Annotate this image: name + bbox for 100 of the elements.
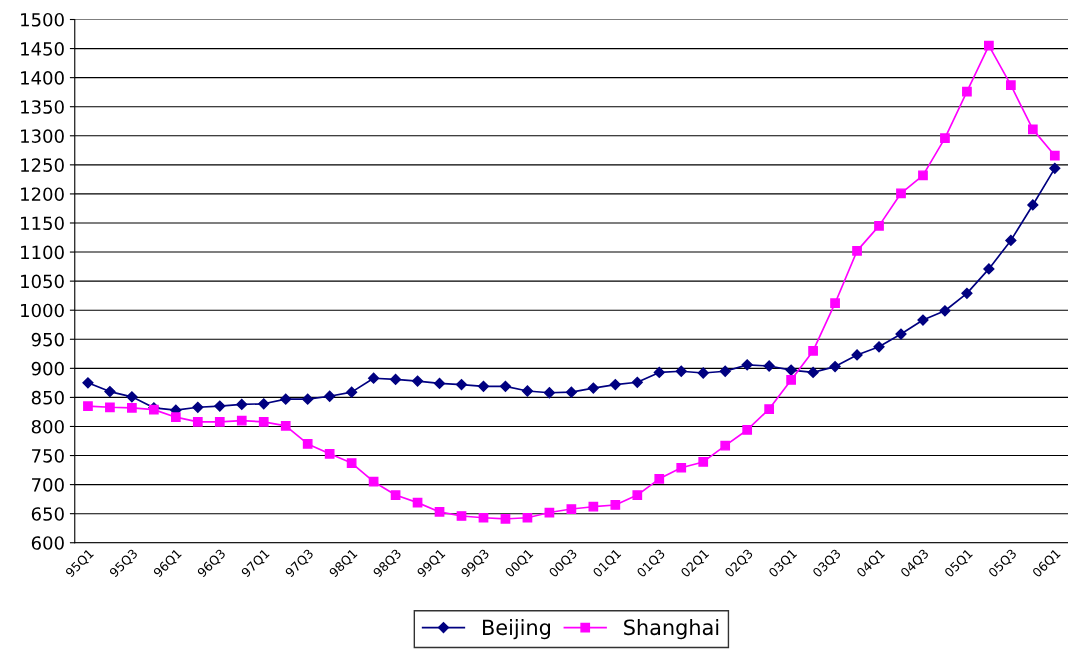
point bbox=[697, 367, 709, 379]
y-tick-label: 1250 bbox=[21, 158, 64, 172]
y-tick-label: 650 bbox=[31, 507, 64, 521]
point bbox=[698, 457, 709, 467]
point bbox=[346, 458, 357, 468]
y-tick-label: 950 bbox=[31, 332, 64, 347]
point bbox=[236, 398, 248, 410]
point bbox=[499, 380, 512, 392]
point bbox=[280, 421, 291, 431]
point bbox=[434, 507, 445, 517]
point bbox=[126, 391, 138, 403]
point bbox=[258, 416, 269, 427]
point bbox=[653, 366, 665, 379]
point bbox=[632, 490, 643, 500]
point bbox=[764, 404, 775, 414]
y-tick-label: 800 bbox=[31, 419, 64, 434]
y-tick-label: 1350 bbox=[21, 100, 64, 114]
point bbox=[852, 246, 862, 256]
point bbox=[983, 263, 995, 275]
point bbox=[433, 377, 446, 390]
point bbox=[609, 379, 621, 391]
point bbox=[742, 425, 753, 435]
y-tick-label: 1400 bbox=[21, 71, 64, 85]
point bbox=[874, 221, 884, 231]
point bbox=[1027, 199, 1039, 211]
point bbox=[104, 385, 116, 398]
point bbox=[214, 416, 225, 427]
point bbox=[543, 387, 556, 399]
point bbox=[763, 360, 775, 372]
legend-label: Shanghai bbox=[624, 619, 719, 640]
point bbox=[587, 382, 599, 394]
point bbox=[786, 375, 796, 385]
point bbox=[654, 473, 665, 484]
y-tick-label: 750 bbox=[32, 449, 64, 463]
point bbox=[631, 376, 643, 388]
point bbox=[741, 359, 753, 371]
point bbox=[1049, 150, 1060, 161]
point bbox=[939, 305, 951, 317]
point bbox=[918, 170, 928, 181]
y-tick-label: 1300 bbox=[21, 129, 64, 143]
point bbox=[719, 365, 731, 377]
point bbox=[411, 375, 424, 387]
y-tick-label: 900 bbox=[31, 361, 64, 376]
point bbox=[808, 346, 818, 356]
point bbox=[1006, 80, 1016, 91]
point bbox=[389, 373, 402, 385]
y-tick-label: 600 bbox=[31, 536, 64, 550]
point bbox=[829, 360, 841, 373]
point bbox=[302, 439, 313, 449]
point bbox=[940, 133, 950, 143]
point bbox=[324, 448, 335, 459]
point bbox=[236, 415, 247, 426]
point bbox=[170, 412, 181, 423]
point bbox=[1049, 162, 1061, 174]
y-tick-label: 1100 bbox=[21, 245, 64, 260]
point bbox=[676, 462, 687, 473]
point bbox=[830, 298, 840, 309]
point bbox=[302, 393, 314, 405]
point bbox=[785, 364, 797, 376]
point bbox=[324, 390, 336, 402]
y-tick-label: 1150 bbox=[21, 216, 64, 231]
point bbox=[720, 440, 731, 451]
point bbox=[127, 403, 137, 413]
point bbox=[896, 188, 906, 199]
point bbox=[962, 86, 972, 97]
point bbox=[280, 393, 292, 405]
point bbox=[873, 341, 885, 353]
point bbox=[807, 366, 819, 379]
point bbox=[1027, 124, 1038, 135]
y-tick-label: 1450 bbox=[21, 42, 64, 56]
point bbox=[214, 400, 226, 412]
point bbox=[456, 511, 467, 521]
point bbox=[83, 401, 93, 411]
point bbox=[258, 398, 270, 410]
point bbox=[82, 377, 94, 389]
point bbox=[192, 401, 204, 413]
point bbox=[610, 500, 621, 510]
point bbox=[455, 379, 468, 391]
point bbox=[105, 402, 115, 413]
point bbox=[522, 512, 533, 523]
point bbox=[588, 501, 599, 512]
point bbox=[500, 514, 511, 524]
point bbox=[565, 386, 577, 398]
point bbox=[675, 365, 687, 377]
y-tick-label: 700 bbox=[32, 478, 64, 492]
point bbox=[961, 287, 973, 299]
y-tick-label: 850 bbox=[31, 390, 64, 405]
point bbox=[521, 385, 534, 397]
point bbox=[478, 512, 489, 523]
y-tick-label: 1000 bbox=[21, 303, 64, 318]
y-tick-label: 1500 bbox=[21, 12, 64, 27]
point bbox=[477, 380, 490, 392]
point bbox=[368, 372, 380, 384]
point bbox=[390, 490, 401, 500]
y-tick-label: 1200 bbox=[21, 187, 64, 202]
y-tick-label: 1050 bbox=[21, 274, 64, 289]
point bbox=[346, 386, 358, 398]
legend-label: Beijing bbox=[483, 619, 550, 640]
point bbox=[192, 416, 203, 427]
point bbox=[368, 476, 379, 487]
